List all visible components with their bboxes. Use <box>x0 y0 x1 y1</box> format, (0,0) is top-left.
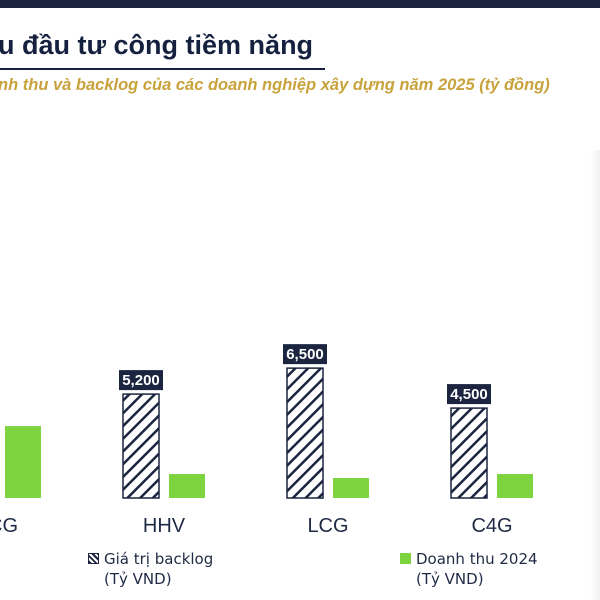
value-label-box-lcg <box>283 344 327 365</box>
legend-label-backlog: Giá trị backlog (Tỷ VND) <box>104 550 214 588</box>
bar-revenue-hhv <box>169 474 205 498</box>
x-tick-label-lcg: LCG <box>307 515 348 537</box>
value-label-c4g: 4,500 <box>450 386 488 403</box>
bar-backlog-c4g <box>450 407 488 499</box>
x-tick-label-cg: CG <box>0 515 18 537</box>
value-label-box-hhv <box>119 370 163 391</box>
top-banner-strip <box>0 0 600 8</box>
page-title: u đầu tư công tiềm năng <box>0 30 314 60</box>
legend-swatch-revenue <box>400 553 411 564</box>
value-label-box-c4g <box>447 384 491 405</box>
bar-revenue-lcg <box>333 478 369 498</box>
x-tick-label-hhv: HHV <box>143 515 186 537</box>
x-tick-label-c4g: C4G <box>471 515 512 537</box>
legend-swatch-backlog <box>88 553 99 564</box>
bar-revenue-cg <box>5 426 41 498</box>
value-label-hhv: 5,200 <box>122 372 160 389</box>
legend-item-backlog: Giá trị backlog (Tỷ VND) <box>88 549 213 589</box>
title-underline <box>0 68 325 70</box>
chart-subtitle: nh thu và backlog của các doanh nghiệp x… <box>0 76 550 94</box>
bar-backlog-hhv <box>122 393 160 499</box>
value-label-lcg: 6,500 <box>286 346 324 363</box>
bar-revenue-c4g <box>497 474 533 498</box>
legend-label-revenue: Doanh thu 2024 (Tỷ VND) <box>416 550 538 588</box>
page-edge-shadow <box>590 150 600 600</box>
legend-item-revenue: Doanh thu 2024 (Tỷ VND) <box>400 549 538 589</box>
bar-backlog-lcg <box>286 367 324 499</box>
